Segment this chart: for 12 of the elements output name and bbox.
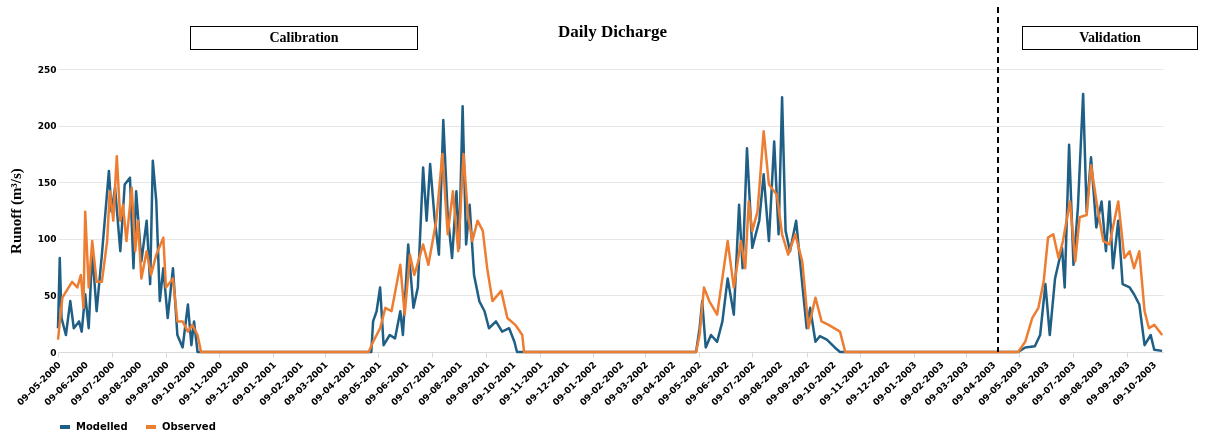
y-tick-label: 50 xyxy=(43,290,57,301)
y-tick-label: 0 xyxy=(50,347,57,358)
chart-title: Daily Dicharge xyxy=(557,22,668,41)
text: Calibration xyxy=(190,26,418,50)
y-tick-label: 100 xyxy=(37,234,57,245)
text: Validation xyxy=(1022,26,1198,50)
legend-label: Observed xyxy=(162,421,216,432)
y-tick-label: 200 xyxy=(37,121,57,132)
legend-label: Modelled xyxy=(76,421,128,432)
y-tick-label: 150 xyxy=(37,177,57,188)
y-tick-label: 250 xyxy=(37,64,57,75)
y-axis-title: Runoff (m³/s) xyxy=(7,168,25,254)
